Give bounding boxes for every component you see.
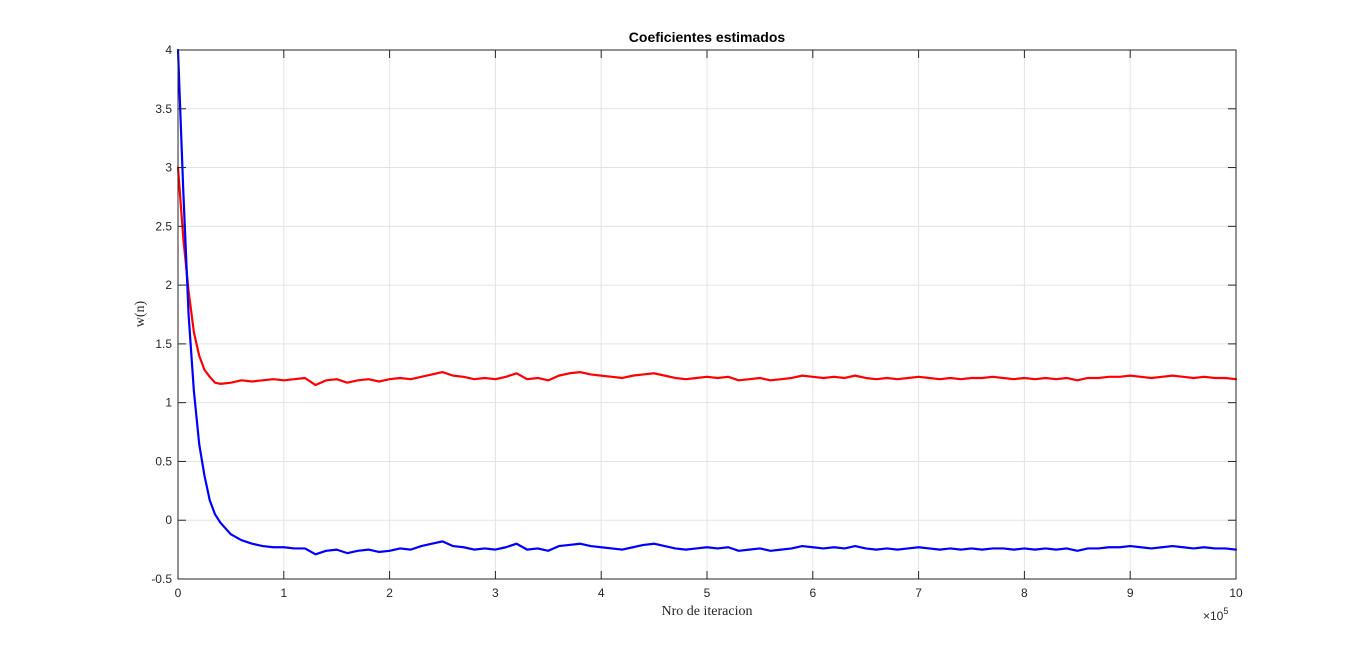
x-axis-multiplier: ×105	[1203, 606, 1228, 623]
y-tick-labels: -0.5 0 0.5 1 1.5 2 2.5 3 3.5 4	[151, 43, 172, 586]
series-line-2	[176, 48, 1238, 556]
x-tick-label: 1	[280, 586, 287, 600]
x-axis-multiplier-base: ×10	[1203, 609, 1224, 623]
series-layer	[176, 48, 1238, 556]
x-tick-label: 4	[598, 586, 605, 600]
y-tick-label: 1.5	[155, 337, 172, 351]
x-tick-label: 7	[915, 586, 922, 600]
tick-marks	[177, 49, 1237, 580]
x-tick-label: 5	[704, 586, 711, 600]
series-line-1	[176, 166, 1238, 387]
y-tick-label: 2.5	[155, 219, 172, 233]
y-tick-label: 3	[165, 161, 172, 175]
y-tick-label: -0.5	[151, 572, 172, 586]
y-tick-label: 1	[165, 396, 172, 410]
y-tick-label: 2	[165, 278, 172, 292]
x-tick-label: 2	[386, 586, 393, 600]
y-tick-label: 3.5	[155, 102, 172, 116]
x-tick-label: 3	[492, 586, 499, 600]
y-tick-label: 0	[165, 513, 172, 527]
x-tick-label: 6	[809, 586, 816, 600]
x-axis-label: Nro de iteracion	[662, 604, 753, 619]
y-axis-label: w(n)	[133, 300, 148, 327]
x-tick-label: 8	[1021, 586, 1028, 600]
y-tick-label: 0.5	[155, 454, 172, 468]
x-tick-label: 9	[1127, 586, 1134, 600]
y-tick-label: 4	[165, 43, 172, 57]
x-tick-labels: 0 1 2 3 4 5 6 7 8 9 10	[175, 586, 1243, 600]
chart-title: Coeficientes estimados	[629, 29, 786, 45]
x-tick-label: 10	[1229, 586, 1243, 600]
x-axis-multiplier-exponent: 5	[1223, 606, 1228, 616]
x-tick-label: 0	[175, 586, 182, 600]
